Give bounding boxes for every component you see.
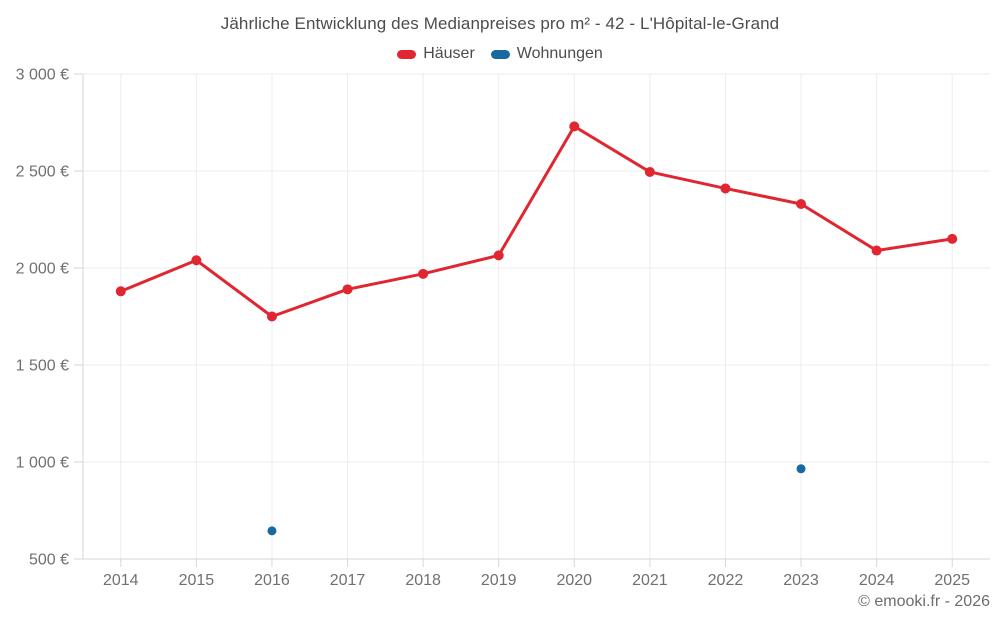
- data-point-haeuser-2024[interactable]: [871, 245, 882, 256]
- data-point-haeuser-2018[interactable]: [418, 268, 429, 279]
- data-point-haeuser-2019[interactable]: [493, 250, 504, 261]
- series-line-haeuser: [119, 124, 954, 318]
- y-axis-label: 1 000 €: [16, 455, 69, 472]
- data-point-haeuser-2017[interactable]: [342, 284, 353, 295]
- data-point-haeuser-2016[interactable]: [266, 311, 277, 322]
- data-point-haeuser-2021[interactable]: [644, 166, 655, 177]
- data-point-haeuser-2025[interactable]: [947, 233, 958, 244]
- legend-item-wohnungen[interactable]: Wohnungen: [490, 45, 603, 63]
- legend-swatch-haeuser-icon: [397, 49, 417, 59]
- data-point-haeuser-2015[interactable]: [191, 255, 202, 266]
- chart-title: Jährliche Entwicklung des Medianpreises …: [220, 14, 780, 33]
- data-point-wohnungen-2016[interactable]: [267, 526, 277, 536]
- y-axis-label: 2 000 €: [16, 261, 69, 278]
- legend: Häuser Wohnungen: [0, 45, 1000, 63]
- x-axis-label: 2022: [708, 572, 744, 589]
- data-point-haeuser-2020[interactable]: [569, 121, 580, 132]
- legend-swatch-wohnungen-icon: [490, 49, 510, 59]
- x-axis-label: 2023: [783, 572, 819, 589]
- legend-item-haeuser[interactable]: Häuser: [397, 45, 475, 63]
- y-axis-label: 500 €: [29, 552, 69, 569]
- x-axis-label: 2018: [405, 572, 441, 589]
- y-axis-label: 3 000 €: [16, 67, 69, 84]
- data-point-haeuser-2022[interactable]: [720, 183, 731, 194]
- x-axis-label: 2019: [481, 572, 517, 589]
- data-point-haeuser-2014[interactable]: [115, 286, 126, 297]
- x-axis-label: 2024: [859, 572, 895, 589]
- y-axis-label: 1 500 €: [16, 358, 69, 375]
- data-point-haeuser-2023[interactable]: [796, 198, 807, 209]
- legend-label-wohnungen: Wohnungen: [516, 45, 603, 62]
- data-point-wohnungen-2023[interactable]: [796, 464, 806, 474]
- x-axis-label: 2020: [556, 572, 592, 589]
- copyright-text: © emooki.fr - 2026: [858, 593, 990, 610]
- x-axis-label: 2016: [254, 572, 290, 589]
- x-axis-label: 2015: [179, 572, 215, 589]
- x-axis-label: 2017: [330, 572, 366, 589]
- x-axis-label: 2025: [934, 572, 970, 589]
- y-axis-label: 2 500 €: [16, 164, 69, 181]
- legend-label-haeuser: Häuser: [423, 45, 475, 62]
- x-axis-label: 2014: [103, 572, 139, 589]
- x-axis-label: 2021: [632, 572, 668, 589]
